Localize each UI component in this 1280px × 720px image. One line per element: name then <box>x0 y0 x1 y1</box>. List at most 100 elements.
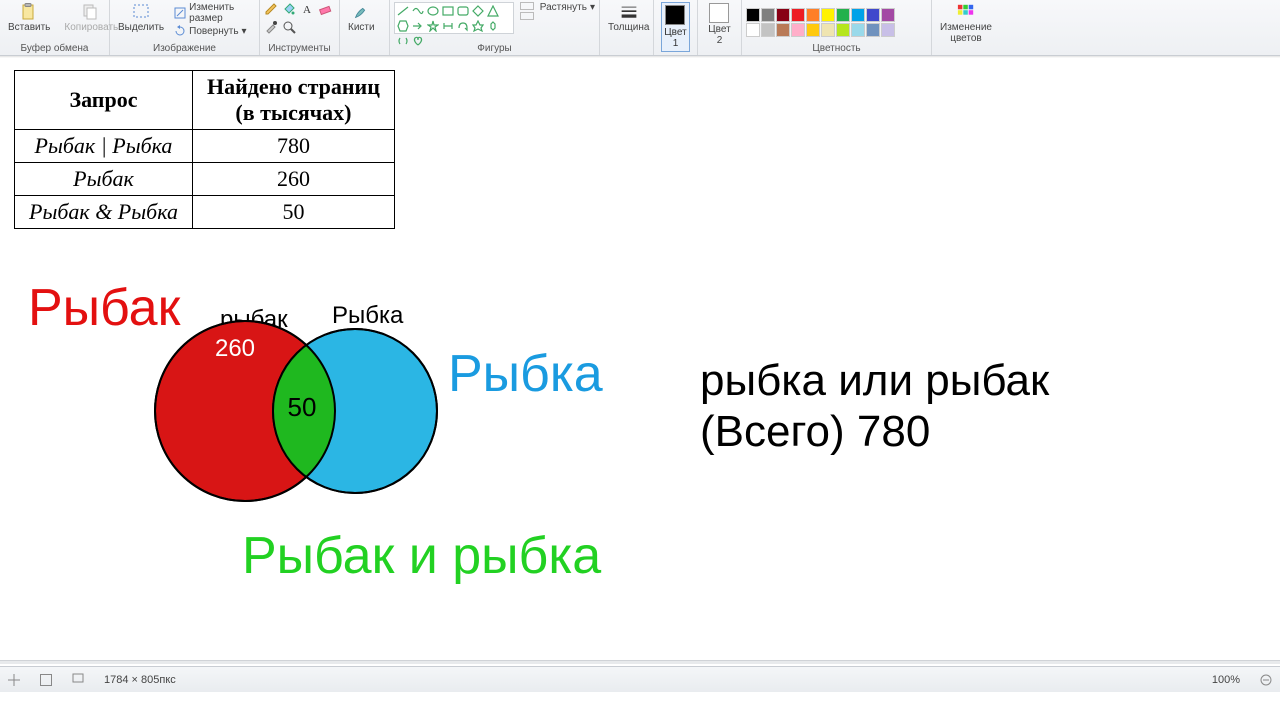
rotate-button[interactable]: Повернуть ▾ <box>174 25 255 37</box>
thickness-button[interactable]: Толщина <box>604 2 653 34</box>
shape-fill-button[interactable] <box>520 12 534 20</box>
ribbon-group-image: Выделить Изменить размер Повернуть ▾ Изо… <box>110 0 260 55</box>
group-label-brushes <box>344 53 385 54</box>
group-label-clipboard: Буфер обмена <box>4 42 105 54</box>
picker-icon[interactable] <box>264 20 278 34</box>
rotate-label: Повернуть <box>189 26 238 37</box>
zoom-out-icon[interactable] <box>1260 674 1272 686</box>
color-swatch[interactable] <box>806 23 820 37</box>
stretch-button[interactable]: Растянуть ▾ <box>540 2 595 13</box>
select-button[interactable]: Выделить <box>114 2 168 34</box>
resize-icon <box>174 7 186 19</box>
color-swatch[interactable] <box>761 8 775 22</box>
summary-text: рыбка или рыбак (Всего) 780 <box>700 356 1049 457</box>
ribbon-group-tools: A Инструменты <box>260 0 340 55</box>
color-swatch[interactable] <box>776 23 790 37</box>
ribbon-group-thickness: Толщина <box>600 0 654 55</box>
brushes-button[interactable]: Кисти <box>344 2 379 34</box>
color-swatch[interactable] <box>791 8 805 22</box>
venn-svg: 260 50 <box>20 266 480 506</box>
copy-icon <box>82 3 100 21</box>
color-swatch[interactable] <box>821 23 835 37</box>
color-swatch[interactable] <box>851 23 865 37</box>
shape-outline-button[interactable] <box>520 2 534 10</box>
color1-button[interactable]: Цвет 1 <box>661 2 689 52</box>
ribbon: Вставить Копировать Буфер обмена Выделит… <box>0 0 1280 56</box>
summary-line2: (Всего) 780 <box>700 407 1049 458</box>
pencil-icon[interactable] <box>264 2 278 16</box>
selection-size-icon <box>40 674 52 686</box>
thickness-label: Толщина <box>608 22 649 33</box>
brushes-label: Кисти <box>348 22 375 33</box>
edit-colors-icon <box>957 3 975 21</box>
rotate-icon <box>174 25 186 37</box>
color-swatch[interactable] <box>836 23 850 37</box>
color-palette[interactable] <box>746 8 895 37</box>
canvas-dims: 1784 × 805пкс <box>104 674 176 686</box>
color2-button[interactable]: Цвет 2 <box>704 2 734 47</box>
color-swatch[interactable] <box>821 8 835 22</box>
table-row: Рыбак & Рыбка50 <box>15 196 395 229</box>
venn-diagram: Рыбак рыбак Рыбка Рыбка 260 50 Рыбак и р… <box>20 266 660 666</box>
color2-label: Цвет 2 <box>708 24 730 46</box>
zoom-icon[interactable] <box>282 20 296 34</box>
color-swatch[interactable] <box>761 23 775 37</box>
group-label-image: Изображение <box>114 42 255 54</box>
thickness-icon <box>620 3 638 21</box>
color1-swatch <box>665 5 685 25</box>
venn-bottom-label: Рыбак и рыбка <box>242 526 601 586</box>
fill-icon[interactable] <box>282 2 296 16</box>
color-swatch[interactable] <box>776 8 790 22</box>
brush-icon <box>352 3 370 21</box>
color-swatch[interactable] <box>851 8 865 22</box>
table-row: Рыбак | Рыбка780 <box>15 130 395 163</box>
text-icon[interactable]: A <box>300 2 314 16</box>
table-row: Рыбак260 <box>15 163 395 196</box>
ribbon-group-shapes: Растянуть ▾ Фигуры <box>390 0 600 55</box>
color-swatch[interactable] <box>866 8 880 22</box>
group-label-shapes: Фигуры <box>394 42 595 54</box>
canvas-dims-icon <box>72 672 84 687</box>
group-label-tools: Инструменты <box>264 42 335 54</box>
paste-icon <box>20 3 38 21</box>
ribbon-group-color1: Цвет 1 <box>654 0 698 55</box>
ribbon-group-colors: Цветность <box>742 0 932 55</box>
data-table: Запрос Найдено страниц (в тысячах) Рыбак… <box>14 70 395 229</box>
edit-colors-button[interactable]: Изменение цветов <box>936 2 996 45</box>
zoom-level: 100% <box>1212 674 1240 686</box>
color2-swatch <box>709 3 729 23</box>
venn-count-mid: 50 <box>288 392 317 422</box>
ribbon-group-editcolors: Изменение цветов <box>932 0 1002 55</box>
shapes-gallery[interactable] <box>394 2 514 34</box>
cursor-pos-icon <box>8 674 20 686</box>
select-icon <box>132 3 150 21</box>
paste-button[interactable]: Вставить <box>4 2 54 34</box>
table-header-row: Запрос Найдено страниц (в тысячах) <box>15 71 395 130</box>
ribbon-group-brushes: Кисти <box>340 0 390 55</box>
ribbon-group-color2: Цвет 2 <box>698 0 742 55</box>
eraser-icon[interactable] <box>318 2 332 16</box>
group-label-colors: Цветность <box>746 42 927 54</box>
color-swatch[interactable] <box>866 23 880 37</box>
table-header: Найдено страниц (в тысячах) <box>192 71 394 130</box>
table-header: Запрос <box>15 71 193 130</box>
select-label: Выделить <box>118 22 164 33</box>
color1-label: Цвет 1 <box>664 27 686 49</box>
canvas-bottom-rule <box>0 660 1280 664</box>
ribbon-group-clipboard: Вставить Копировать Буфер обмена <box>0 0 110 55</box>
color-swatch[interactable] <box>881 23 895 37</box>
summary-line1: рыбка или рыбак <box>700 356 1049 407</box>
svg-text:A: A <box>303 4 311 16</box>
color-swatch[interactable] <box>746 23 760 37</box>
stretch-label: Растянуть <box>540 2 587 13</box>
color-swatch[interactable] <box>881 8 895 22</box>
color-swatch[interactable] <box>836 8 850 22</box>
resize-button[interactable]: Изменить размер <box>174 2 255 24</box>
edit-colors-label: Изменение цветов <box>940 22 992 44</box>
status-bar: 1784 × 805пкс 100% <box>0 666 1280 692</box>
color-swatch[interactable] <box>746 8 760 22</box>
canvas[interactable]: Запрос Найдено страниц (в тысячах) Рыбак… <box>0 56 1280 692</box>
color-swatch[interactable] <box>791 23 805 37</box>
color-swatch[interactable] <box>806 8 820 22</box>
venn-count-left: 260 <box>215 335 255 362</box>
